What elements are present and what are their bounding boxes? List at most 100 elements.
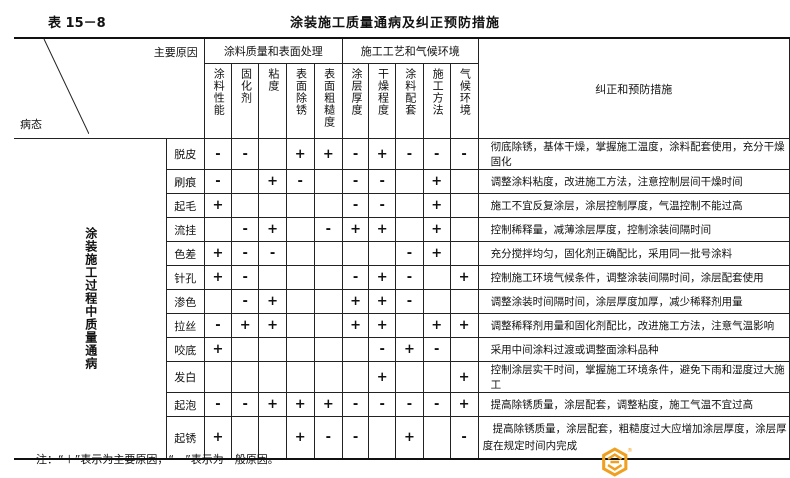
group-material-surface: 涂料质量和表面处理 (203, 37, 343, 64)
cause-mark (449, 241, 479, 266)
cause-mark: - (449, 138, 479, 170)
cause-mark: - (423, 138, 451, 170)
cause-mark (285, 361, 315, 393)
cause-column-header: 气候环境 (449, 63, 479, 139)
cause-mark (394, 169, 425, 194)
table-row: 流挂 - + - + + + 控制稀释量，减薄涂层厚度，控制涂装间隔时间 (14, 217, 790, 242)
cause-column-header: 涂层厚度 (341, 63, 370, 139)
cause-column-label: 涂料配套 (403, 68, 417, 116)
cause-mark: + (285, 416, 315, 460)
cause-column-header: 表面除锈 (285, 63, 315, 139)
cause-mark (203, 289, 233, 314)
cause-mark: - (285, 169, 315, 194)
cause-mark: + (313, 138, 343, 170)
main-causes-label: 主要原因 (153, 46, 198, 59)
cause-mark: + (258, 289, 287, 314)
cause-column-header: 涂料性能 (203, 63, 233, 139)
diagonal-line (43, 39, 89, 134)
measure-text: 调整稀释剂用量和固化剂配比，改进施工方法，注意气温影响 (477, 313, 790, 338)
table-row: 渗色 - + + + - 调整涂装时间隔时间，涂层厚度加厚，减少稀释剂用量 (14, 289, 790, 314)
cause-mark (203, 361, 233, 393)
cause-column-header: 施工方法 (423, 63, 451, 139)
cause-mark (285, 217, 315, 242)
table-row: 发白 + + 控制涂层实干时间，掌握施工环境条件，避免下雨和湿度过大施工 (14, 361, 790, 393)
table-row: 涂装施工过程中质量通病 脱皮 - - + + - + - - - 彻底除锈，基体干燥，掌握施工温度，涂… (14, 138, 790, 459)
cause-mark: + (449, 313, 479, 338)
table-row: 拉丝 - + + + + + + 调整稀释剂用量和固化剂配比，改进施工方法，注意气温影响 (14, 313, 790, 338)
cause-mark: + (258, 313, 287, 338)
cause-mark: + (203, 193, 233, 218)
cause-mark: + (368, 289, 396, 314)
cause-mark: + (203, 337, 233, 362)
cause-mark: - (394, 241, 425, 266)
cause-mark (368, 416, 396, 460)
cause-mark: - (368, 392, 396, 417)
cause-mark (341, 241, 370, 266)
table-row: 起泡 - - + + + - - - - + 提高除锈质量，涂层配套，调整粘度，施工气温不宜过高 (14, 392, 790, 417)
cause-mark (231, 169, 260, 194)
cause-mark: + (341, 217, 370, 242)
cause-mark: - (394, 289, 425, 314)
cause-mark: + (258, 169, 287, 194)
cause-mark: + (203, 265, 233, 290)
cause-mark: - (394, 138, 425, 170)
cause-mark (423, 361, 451, 393)
cause-mark (394, 193, 425, 218)
watermark-logo: ® (602, 447, 632, 477)
cause-mark: - (231, 265, 260, 290)
cause-mark: - (423, 337, 451, 362)
defect-name: 针孔 (165, 265, 205, 290)
row-group-label: 涂装施工过程中质量通病 (14, 138, 167, 459)
cause-mark: + (285, 138, 315, 170)
cause-mark (449, 289, 479, 314)
cause-mark (423, 265, 451, 290)
cause-column-label: 表面粗糙度 (322, 68, 336, 128)
cause-mark: + (423, 241, 451, 266)
defect-state-label: 病态 (20, 118, 42, 131)
cause-mark: - (231, 241, 260, 266)
cause-column-header: 粘度 (258, 63, 287, 139)
defect-name: 刷痕 (165, 169, 205, 194)
measure-text: 调整涂料粘度，改进施工方法，注意控制层间干燥时间 (477, 169, 790, 194)
cause-mark: + (258, 392, 287, 417)
cause-mark (313, 265, 343, 290)
cause-column-label: 固化剂 (239, 68, 253, 104)
cause-mark (285, 289, 315, 314)
cause-column-header: 涂料配套 (394, 63, 425, 139)
cause-mark (313, 241, 343, 266)
cause-mark: + (341, 289, 370, 314)
cause-mark: + (423, 193, 451, 218)
table-row: 起毛 + - - + 施工不宜反复涂层，涂层控制厚度，气温控制不能过高 (14, 193, 790, 218)
cause-column-label: 气候环境 (458, 68, 472, 116)
cause-mark: + (449, 392, 479, 417)
cause-mark (285, 313, 315, 338)
cause-mark: - (258, 241, 287, 266)
measure-text: 提高除锈质量，涂层配套，粗糙度过大应增加涂层厚度，涂层厚度在规定时间内完成 (477, 416, 790, 460)
measure-text: 提高除锈质量，涂层配套，调整粘度，施工气温不宜过高 (477, 392, 790, 417)
cause-column-header: 固化剂 (231, 63, 260, 139)
cause-mark: - (231, 217, 260, 242)
diagonal-header-cell: 主要原因 病态 (14, 37, 205, 139)
cause-mark (449, 169, 479, 194)
defect-name: 起泡 (165, 392, 205, 417)
cause-mark: - (341, 416, 370, 460)
cause-column-label: 涂层厚度 (349, 68, 363, 116)
measure-text: 施工不宜反复涂层，涂层控制厚度，气温控制不能过高 (477, 193, 790, 218)
defect-name: 起毛 (165, 193, 205, 218)
cause-mark: + (368, 361, 396, 393)
cause-mark (313, 337, 343, 362)
cause-mark: - (313, 416, 343, 460)
cause-mark: + (449, 265, 479, 290)
defect-name: 拉丝 (165, 313, 205, 338)
cause-mark: - (203, 392, 233, 417)
cause-column-header: 表面粗糙度 (313, 63, 343, 139)
cause-mark: - (449, 416, 479, 460)
measure-text: 控制涂层实干时间，掌握施工环境条件，避免下雨和湿度过大施工 (477, 361, 790, 393)
cause-mark (341, 337, 370, 362)
measure-text: 彻底除锈，基体干燥，掌握施工温度，涂料配套使用，充分干燥固化 (477, 138, 790, 170)
cause-mark: + (394, 337, 425, 362)
cause-mark: + (368, 138, 396, 170)
table-number: 表 15－8 (48, 16, 106, 31)
table-title: 涂装施工质量通病及纠正预防措施 (290, 16, 501, 31)
cause-mark (231, 361, 260, 393)
